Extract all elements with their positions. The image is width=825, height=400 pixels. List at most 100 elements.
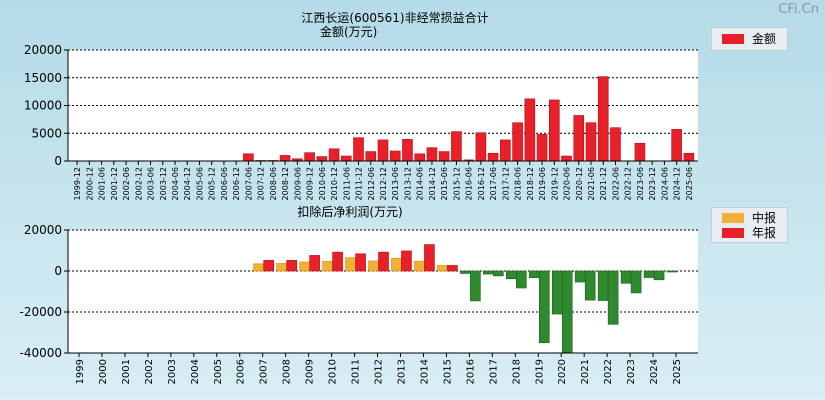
x-tick-label: 2022-06 bbox=[611, 167, 620, 200]
bar-annual bbox=[332, 251, 343, 272]
x-tick-label: 2000-12 bbox=[85, 167, 94, 200]
x-tick-label: 2015-06 bbox=[440, 167, 449, 200]
legend-swatch-orange bbox=[722, 213, 744, 223]
bar-interim bbox=[597, 270, 609, 301]
x-tick-label: 2025-06 bbox=[685, 167, 694, 200]
bar-annual bbox=[515, 270, 527, 289]
bar-annual bbox=[561, 270, 573, 353]
x-tick-label: 2001-12 bbox=[110, 167, 119, 200]
bar bbox=[365, 151, 377, 162]
bar bbox=[610, 127, 621, 162]
chart-title: 江西长运(600561)非经常损益合计 bbox=[301, 10, 488, 25]
watermark: CFi.Cn bbox=[778, 2, 819, 17]
y-tick-label: -20000 bbox=[19, 305, 62, 319]
x-tick-label: 2010-06 bbox=[318, 167, 327, 200]
y-tick-label: 0 bbox=[54, 154, 62, 168]
x-tick-label: 2020-06 bbox=[563, 167, 572, 200]
x-tick-label: 2010-12 bbox=[330, 167, 339, 200]
x-tick-label: 2021-12 bbox=[599, 167, 608, 200]
x-tick-label: 2009 bbox=[305, 359, 316, 384]
x-tick-label: 2013-12 bbox=[403, 167, 412, 200]
bar bbox=[340, 155, 352, 162]
x-tick-label: 2020-12 bbox=[575, 167, 584, 200]
bar-annual bbox=[493, 270, 504, 277]
x-tick-label: 2008 bbox=[282, 359, 293, 384]
bar bbox=[377, 139, 389, 162]
bar-interim bbox=[460, 270, 471, 274]
chart1-plot: 0 5000 10000 15000 20000 1999-12 2000-12 2001-0… bbox=[24, 43, 698, 200]
x-tick-label: 2020 bbox=[557, 359, 568, 384]
bar-annual bbox=[447, 265, 458, 272]
x-tick-label: 2015-12 bbox=[452, 167, 461, 200]
x-tick-label: 2005-12 bbox=[208, 167, 217, 200]
chart2-plot: -40000 -20000 0 20000 1999 2000 2001 2002 2003 20… bbox=[19, 223, 698, 384]
bar-interim bbox=[368, 260, 379, 272]
chart1-legend: 金额 bbox=[711, 27, 788, 51]
bar-annual bbox=[286, 260, 297, 272]
bar-interim bbox=[276, 263, 287, 272]
x-tick-label: 2010 bbox=[328, 359, 339, 384]
bar bbox=[328, 148, 340, 162]
bar-annual bbox=[653, 270, 665, 281]
x-tick-label: 2018-06 bbox=[514, 167, 523, 200]
x-tick-label: 2011 bbox=[351, 359, 362, 384]
bar bbox=[683, 152, 695, 162]
x-tick-label: 2015 bbox=[442, 359, 453, 384]
y-tick-label: 5000 bbox=[31, 126, 62, 140]
bar bbox=[573, 115, 585, 162]
bar bbox=[487, 152, 499, 162]
x-tick-label: 2006-06 bbox=[220, 167, 229, 200]
x-tick-label: 2023-06 bbox=[636, 167, 645, 200]
x-tick-label: 2007 bbox=[259, 359, 270, 384]
bar-annual bbox=[630, 270, 642, 294]
bar-interim bbox=[505, 270, 517, 280]
bar-interim bbox=[551, 270, 563, 315]
y-tick-label: 0 bbox=[54, 264, 62, 278]
bar-annual bbox=[355, 253, 366, 272]
bar bbox=[536, 134, 548, 162]
x-tick-label: 1999 bbox=[75, 359, 86, 384]
bar bbox=[585, 122, 597, 162]
x-tick-label: 2014-12 bbox=[428, 167, 437, 200]
x-tick-label: 2001 bbox=[121, 359, 132, 384]
bar bbox=[475, 132, 487, 162]
x-tick-label: 2011-12 bbox=[355, 167, 364, 200]
y-tick-label: 20000 bbox=[24, 43, 62, 57]
bar bbox=[243, 153, 254, 162]
x-tick-label: 2011-06 bbox=[342, 167, 351, 200]
bar-interim bbox=[391, 257, 402, 272]
x-tick-label: 2012-06 bbox=[367, 167, 376, 200]
bar bbox=[402, 139, 413, 162]
bar bbox=[512, 122, 523, 162]
x-tick-label: 2003 bbox=[167, 359, 178, 384]
x-tick-label: 2019-12 bbox=[550, 167, 559, 200]
x-tick-label: 2025 bbox=[672, 359, 683, 384]
bar-interim bbox=[414, 260, 425, 272]
bar bbox=[561, 155, 572, 162]
x-tick-label: 2022 bbox=[603, 359, 614, 384]
chart2-title: 扣除后净利润(万元) bbox=[297, 204, 402, 219]
bar bbox=[438, 151, 450, 162]
bar bbox=[353, 137, 364, 162]
bar-annual bbox=[309, 255, 320, 272]
x-tick-label: 2004-12 bbox=[183, 167, 192, 200]
bar bbox=[304, 152, 315, 162]
chart2-legend: 中报 年报 bbox=[711, 207, 788, 243]
legend-swatch-red bbox=[722, 228, 744, 238]
bar-annual bbox=[538, 270, 550, 344]
x-tick-label: 2016-06 bbox=[465, 167, 474, 200]
bar-interim bbox=[483, 270, 494, 275]
bar-annual bbox=[378, 251, 389, 272]
bar bbox=[500, 139, 511, 162]
bar bbox=[597, 76, 609, 162]
bar-interim bbox=[620, 270, 632, 284]
bar-interim bbox=[437, 265, 448, 272]
x-tick-label: 2023-12 bbox=[648, 167, 657, 200]
bar-interim bbox=[253, 263, 265, 272]
x-tick-label: 2007-06 bbox=[244, 167, 253, 200]
bar-annual bbox=[401, 250, 412, 272]
y-tick-label: 15000 bbox=[24, 71, 62, 85]
x-tick-label: 2002 bbox=[144, 359, 155, 384]
legend-label: 金额 bbox=[752, 32, 777, 46]
